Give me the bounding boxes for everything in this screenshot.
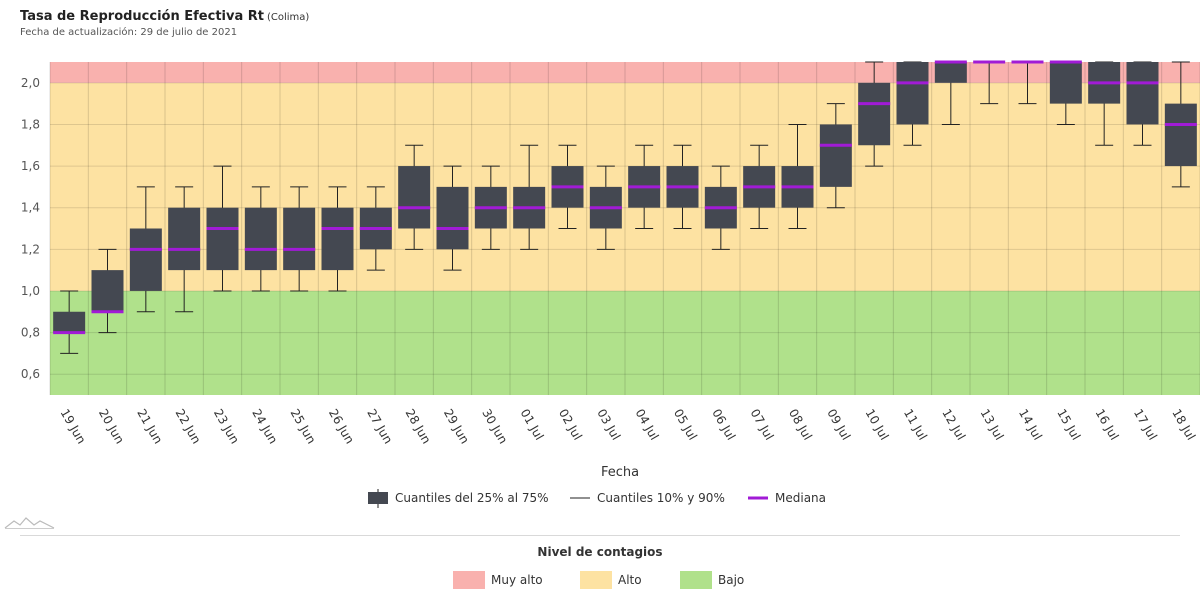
x-tick-label: 11 Jul <box>901 407 930 443</box>
nivel-title: Nivel de contagios <box>537 545 663 559</box>
y-tick-label: 1,2 <box>21 242 40 256</box>
iqr-box <box>934 62 967 83</box>
y-tick-label: 1,0 <box>21 284 40 298</box>
x-tick-label: 03 Jul <box>594 407 623 443</box>
iqr-box <box>283 207 316 271</box>
x-tick-label: 14 Jul <box>1016 407 1045 443</box>
x-tick-label: 04 Jul <box>633 407 662 443</box>
x-tick-label: 23 Jun <box>211 407 242 447</box>
nivel-label: Alto <box>618 573 642 587</box>
x-tick-label: 09 Jul <box>824 407 853 443</box>
x-tick-label: 22 Jun <box>173 407 204 447</box>
x-tick-label: 13 Jul <box>978 407 1007 443</box>
x-tick-label: 19 Jun <box>58 407 89 447</box>
x-tick-label: 08 Jul <box>786 407 815 443</box>
nivel-label: Muy alto <box>491 573 543 587</box>
x-tick-label: 15 Jul <box>1054 407 1083 443</box>
legend-label: Cuantiles del 25% al 75% <box>395 491 549 505</box>
iqr-box <box>819 124 852 187</box>
x-tick-label: 26 Jun <box>326 407 357 447</box>
x-tick-label: 20 Jun <box>96 407 127 447</box>
x-tick-label: 06 Jul <box>709 407 738 443</box>
x-axis-title: Fecha <box>601 465 639 480</box>
update-date: Fecha de actualización: 29 de julio de 2… <box>20 27 238 38</box>
iqr-box <box>1126 62 1159 125</box>
x-tick-label: 27 Jun <box>364 407 395 447</box>
chart-title-text: Tasa de Reproducción Efectiva Rt <box>20 9 264 24</box>
iqr-box <box>168 207 201 271</box>
y-tick-label: 1,8 <box>21 117 40 131</box>
x-tick-label: 16 Jul <box>1093 407 1122 443</box>
x-tick-label: 12 Jul <box>939 407 968 443</box>
x-tick-label: 30 Jun <box>479 407 510 447</box>
y-tick-label: 0,6 <box>21 367 40 381</box>
x-tick-label: 24 Jun <box>249 407 280 447</box>
iqr-box <box>53 311 86 333</box>
rt-boxplot-chart: 0,6 0,8 1,0 1,2 1,4 1,6 1,8 2,0 19 Jun 20 Jun 21 J… <box>21 60 1200 508</box>
chart-region: (Colima) <box>267 12 310 23</box>
section-divider <box>20 535 1180 536</box>
bajo-swatch <box>680 571 712 589</box>
x-tick-label: 10 Jul <box>863 407 892 443</box>
x-tick-label: 18 Jul <box>1169 407 1198 443</box>
x-tick-label: 29 Jun <box>441 407 472 447</box>
mountain-logo-icon <box>4 517 55 529</box>
iqr-box <box>436 186 469 250</box>
iqr-box <box>91 270 124 312</box>
x-tick-label: 02 Jul <box>556 407 585 443</box>
iqr-box <box>896 62 929 125</box>
x-tick-label: 01 Jul <box>518 407 547 443</box>
iqr-box <box>206 207 239 271</box>
nivel-item-alto[interactable]: Alto <box>580 571 642 589</box>
y-tick-label: 2,0 <box>21 76 40 90</box>
iqr-box <box>398 166 431 229</box>
chart-title: Tasa de Reproducción Efectiva Rt (Colima) <box>20 9 309 24</box>
legend-label: Cuantiles 10% y 90% <box>597 491 725 505</box>
x-tick-label: 17 Jul <box>1131 407 1160 443</box>
legend-label: Mediana <box>775 491 826 505</box>
iqr-box <box>321 207 354 271</box>
legend-box-swatch <box>368 492 388 504</box>
iqr-box <box>858 82 891 146</box>
band-bajo <box>50 290 1200 395</box>
alto-swatch <box>580 571 612 589</box>
iqr-box <box>1164 103 1197 167</box>
y-tick-label: 0,8 <box>21 326 40 340</box>
x-tick-label: 28 Jun <box>403 407 434 447</box>
nivel-item-bajo[interactable]: Bajo <box>680 571 744 589</box>
band-alto <box>50 82 1200 291</box>
iqr-box <box>1049 62 1082 104</box>
y-tick-label: 1,6 <box>21 159 40 173</box>
iqr-box <box>244 207 277 271</box>
x-tick-label: 21 Jun <box>134 407 165 447</box>
nivel-item-muy-alto[interactable]: Muy alto <box>453 571 543 589</box>
x-tick-label: 05 Jul <box>671 407 700 443</box>
y-tick-label: 1,4 <box>21 201 40 215</box>
nivel-label: Bajo <box>718 573 745 587</box>
muy-alto-swatch <box>453 571 485 589</box>
x-tick-label: 25 Jun <box>288 407 319 447</box>
iqr-box <box>129 228 162 291</box>
x-tick-label: 07 Jul <box>748 407 777 443</box>
